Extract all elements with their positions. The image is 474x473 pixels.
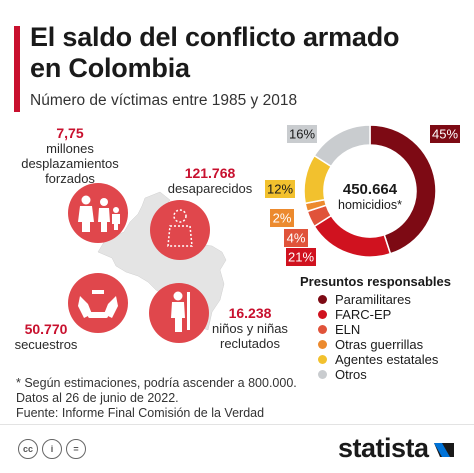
legend-item: Otras guerrillas — [318, 337, 451, 352]
stat-recruited-value: 16.238 — [228, 305, 272, 321]
footnote-line-3: Fuente: Informe Final Comisión de la Ver… — [16, 406, 265, 420]
donut-slice-otros — [313, 124, 371, 168]
donut-data-label: 16% — [289, 127, 315, 142]
page-title: El saldo del conflicto armado en Colombi… — [30, 22, 399, 84]
donut-center-label: homicidios* — [338, 198, 402, 212]
donut-slice-farc-ep — [313, 214, 392, 258]
stat-kidnapped-value: 50.770 — [24, 321, 68, 337]
donut-label-box-5 — [287, 125, 317, 143]
donut-label-box-2 — [284, 229, 308, 247]
no-derivatives-icon[interactable]: = — [66, 439, 86, 459]
stat-disappeared: 121.768 desaparecidos — [140, 165, 280, 197]
family-icon — [68, 183, 128, 243]
bound-hands-icon — [68, 273, 128, 333]
donut-label-box-1 — [286, 248, 316, 266]
legend-label: Agentes estatales — [335, 352, 439, 367]
donut-data-label: 45% — [432, 127, 458, 142]
legend-swatch — [318, 370, 327, 379]
footer-bar: cc i = statista — [0, 424, 474, 473]
stat-displacement: 7,75 millones desplazamientos forzados — [10, 125, 130, 187]
legend-label: ELN — [335, 322, 361, 337]
legend-item: Otros — [318, 367, 451, 382]
legend-swatch — [318, 295, 327, 304]
donut-label-box-0 — [430, 125, 460, 143]
stat-displacement-label-2: desplazamientos — [21, 156, 119, 171]
stat-disappeared-label-1: desaparecidos — [167, 181, 253, 196]
silhouette-icon — [150, 200, 210, 260]
page-subtitle: Número de víctimas entre 1985 y 2018 — [30, 92, 298, 109]
footnote-line-1: * Según estimaciones, podría ascender a … — [16, 376, 297, 390]
legend-swatch — [318, 310, 327, 319]
stat-kidnapped: 50.770 secuestros — [6, 321, 86, 353]
title-line-2: en Colombia — [30, 53, 190, 83]
legend-swatch — [318, 325, 327, 334]
donut-data-label: 21% — [288, 250, 314, 265]
stat-kidnapped-label-1: secuestros — [14, 337, 78, 352]
creative-commons-icon[interactable]: cc — [18, 439, 38, 459]
legend-label: FARC-EP — [335, 307, 392, 322]
stat-displacement-value: 7,75 — [56, 125, 84, 141]
legend-label: Otros — [335, 367, 367, 382]
title-accent-bar — [14, 26, 20, 112]
legend-item: FARC-EP — [318, 307, 451, 322]
donut-data-label: 12% — [267, 182, 293, 197]
title-line-1: El saldo del conflicto armado — [30, 22, 400, 52]
donut-label-box-4 — [265, 180, 295, 198]
stat-recruited-label-1: niños y niñas — [212, 321, 288, 336]
statista-logo-mark-icon — [434, 443, 454, 457]
stat-displacement-label-3: forzados — [45, 171, 95, 186]
child-soldier-icon — [149, 283, 209, 343]
donut-data-label: 4% — [287, 231, 306, 246]
legend-title: Presuntos responsables — [300, 274, 451, 289]
license-icons: cc i = — [18, 439, 86, 459]
stat-recruited-label-2: reclutados — [220, 336, 280, 351]
legend-swatch — [318, 340, 327, 349]
legend-item: Paramilitares — [318, 292, 451, 307]
donut-center-value: 450.664 — [342, 181, 398, 198]
footnote: * Según estimaciones, podría ascender a … — [16, 376, 297, 421]
legend-item: ELN — [318, 322, 451, 337]
chart-legend: Presuntos responsables Paramilitares FARC… — [300, 274, 451, 382]
legend-label: Otras guerrillas — [335, 337, 424, 352]
statista-logo[interactable]: statista — [338, 433, 429, 463]
stat-recruited: 16.238 niños y niñas reclutados — [204, 305, 296, 352]
footnote-line-2: Datos al 26 de junio de 2022. — [16, 391, 179, 405]
donut-data-label: 2% — [273, 211, 292, 226]
legend-item: Agentes estatales — [318, 352, 451, 367]
legend-swatch — [318, 355, 327, 364]
donut-label-box-3 — [270, 209, 294, 227]
legend-label: Paramilitares — [335, 292, 411, 307]
stat-displacement-label-1: millones — [46, 141, 94, 156]
attribution-icon[interactable]: i — [42, 439, 62, 459]
stat-disappeared-value: 121.768 — [184, 165, 236, 181]
